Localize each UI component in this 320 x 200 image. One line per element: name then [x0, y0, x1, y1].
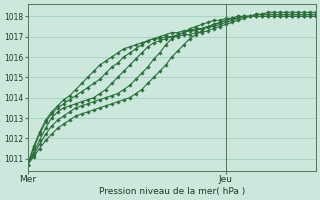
X-axis label: Pression niveau de la mer( hPa ): Pression niveau de la mer( hPa )	[99, 187, 245, 196]
